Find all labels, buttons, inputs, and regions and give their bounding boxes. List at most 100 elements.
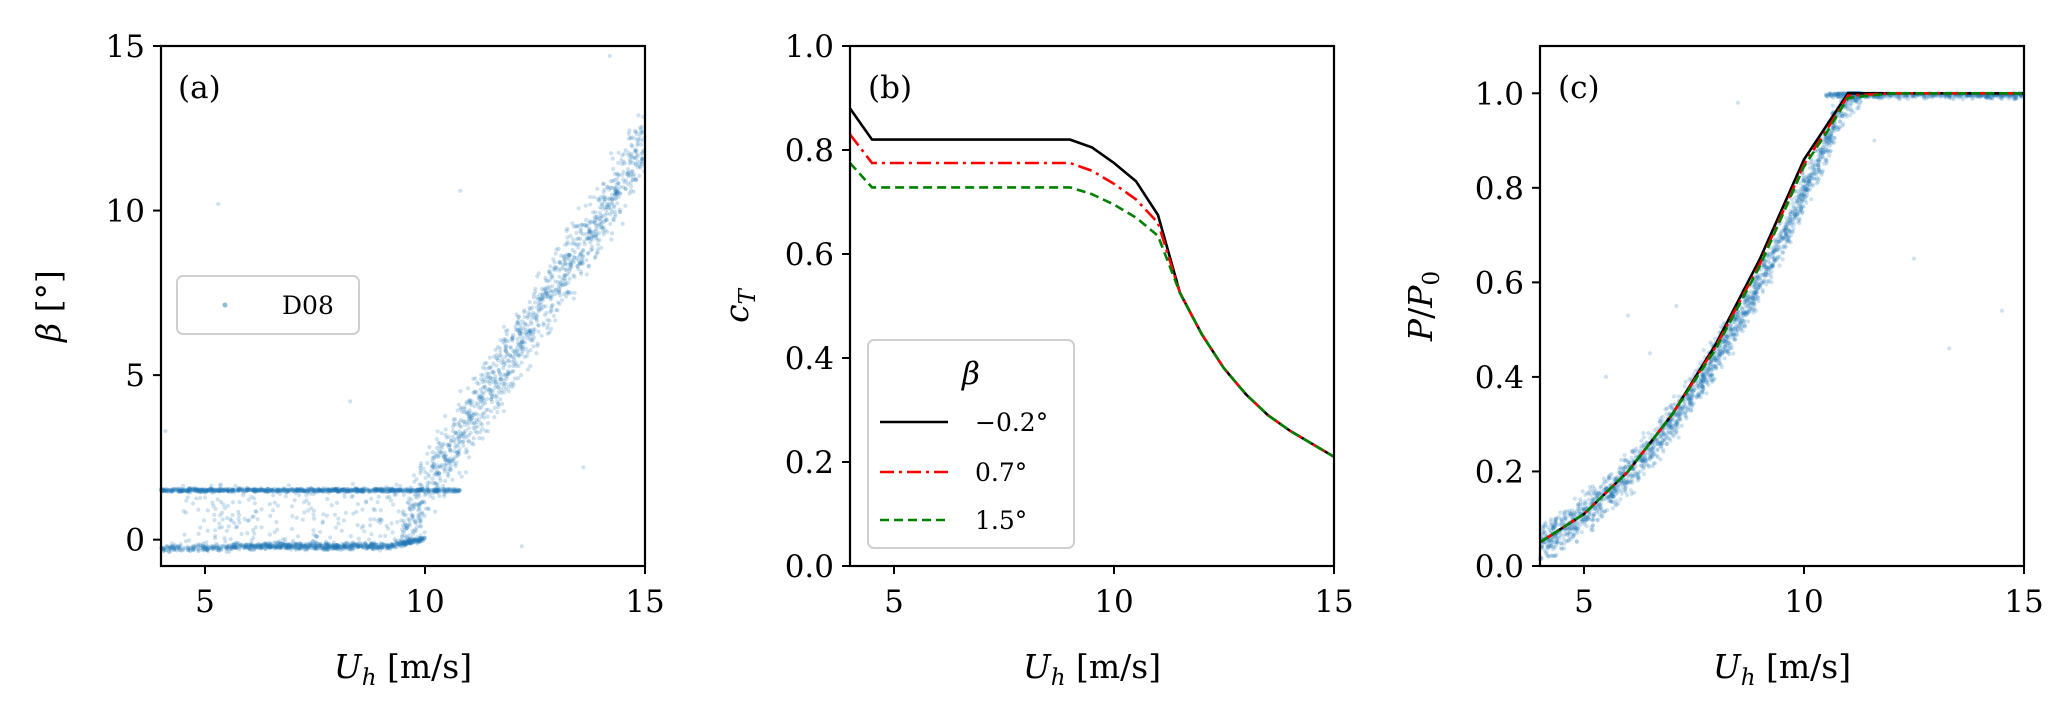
scatter-point [194,487,199,492]
scatter-point [515,321,520,326]
scatter-point [224,487,229,492]
scatter-point [232,520,237,526]
scatter-point [314,540,319,545]
scatter-point [241,490,246,495]
scatter-point [431,495,436,500]
scatter-point [396,488,401,493]
scatter-point [419,487,424,492]
scatter-point [167,489,172,494]
scatter-point [330,487,336,492]
scatter-point [330,487,336,492]
scatter-point [445,489,450,494]
scatter-point [262,488,268,493]
scatter-point [637,173,642,178]
scatter-point [400,489,405,494]
scatter-point [453,488,458,493]
scatter-point [300,487,305,492]
scatter-point [1827,153,1832,158]
scatter-point [267,502,272,507]
scatter-point [584,217,589,222]
scatter-point [253,489,258,494]
scatter-point [280,489,285,494]
scatter-point [553,279,558,284]
scatter-point [168,545,173,551]
scatter-point [217,487,222,492]
scatter-point [195,489,200,494]
scatter-point [251,487,256,492]
scatter-point [227,549,232,554]
scatter-point [212,512,217,518]
scatter-point [226,488,231,493]
scatter-point [379,488,384,493]
scatter-point [234,487,239,493]
scatter-point [501,324,507,329]
scatter-point [216,548,221,553]
scatter-point [198,489,203,494]
scatter-point [195,544,201,549]
scatter-point [204,488,209,493]
scatter-point [394,488,399,493]
scatter-point [462,410,467,415]
scatter-point [215,488,220,493]
scatter-point [230,488,235,493]
scatter-point [549,306,554,311]
scatter-point [1814,172,1819,177]
scatter-point [193,489,198,494]
scatter-point [339,528,344,533]
scatter-point [177,548,182,553]
scatter-point [375,488,380,494]
scatter-point [1559,541,1564,546]
scatter-point [205,547,210,552]
scatter-point [333,487,338,492]
scatter-point [313,544,318,550]
scatter-point [327,487,332,492]
scatter-point [528,337,533,342]
scatter-point [205,547,210,552]
scatter-point [183,510,189,515]
scatter-point [244,488,249,493]
scatter-point [447,466,452,471]
scatter-point [195,488,200,493]
scatter-point [220,517,225,522]
scatter-point [372,487,378,492]
scatter-point [426,487,431,492]
scatter-point [290,538,295,543]
scatter-point [260,488,265,493]
scatter-point [501,384,506,389]
scatter-point [220,487,225,492]
scatter-point [176,546,182,551]
scatter-point [1768,272,1773,277]
scatter-point [359,488,364,493]
scatter-point [352,488,357,493]
scatter-point [505,374,510,379]
scatter-point [253,509,258,514]
scatter-point [548,264,553,269]
scatter-point [346,488,351,494]
scatter-point [1818,151,1823,156]
scatter-point [263,488,268,493]
scatter-point [498,346,503,351]
scatter-point [339,488,344,493]
scatter-point [246,488,252,493]
scatter-point [191,544,197,549]
scatter-point [1552,553,1557,558]
y-tick-label: 0.2 [785,445,834,481]
scatter-point [588,194,593,200]
scatter-point [326,543,332,549]
scatter-point [480,402,485,407]
scatter-point [334,488,339,494]
scatter-point [594,233,599,238]
scatter-point [161,546,167,551]
scatter-point [426,489,431,495]
scatter-point [394,482,399,487]
scatter-point [187,546,192,551]
scatter-point [445,461,450,466]
scatter-point [558,293,563,298]
scatter-point [176,544,181,549]
scatter-point [200,547,206,552]
scatter-point [275,489,280,494]
scatter-point [1590,527,1596,533]
scatter-point [355,487,360,492]
scatter-point [252,488,257,493]
scatter-point [228,536,233,542]
